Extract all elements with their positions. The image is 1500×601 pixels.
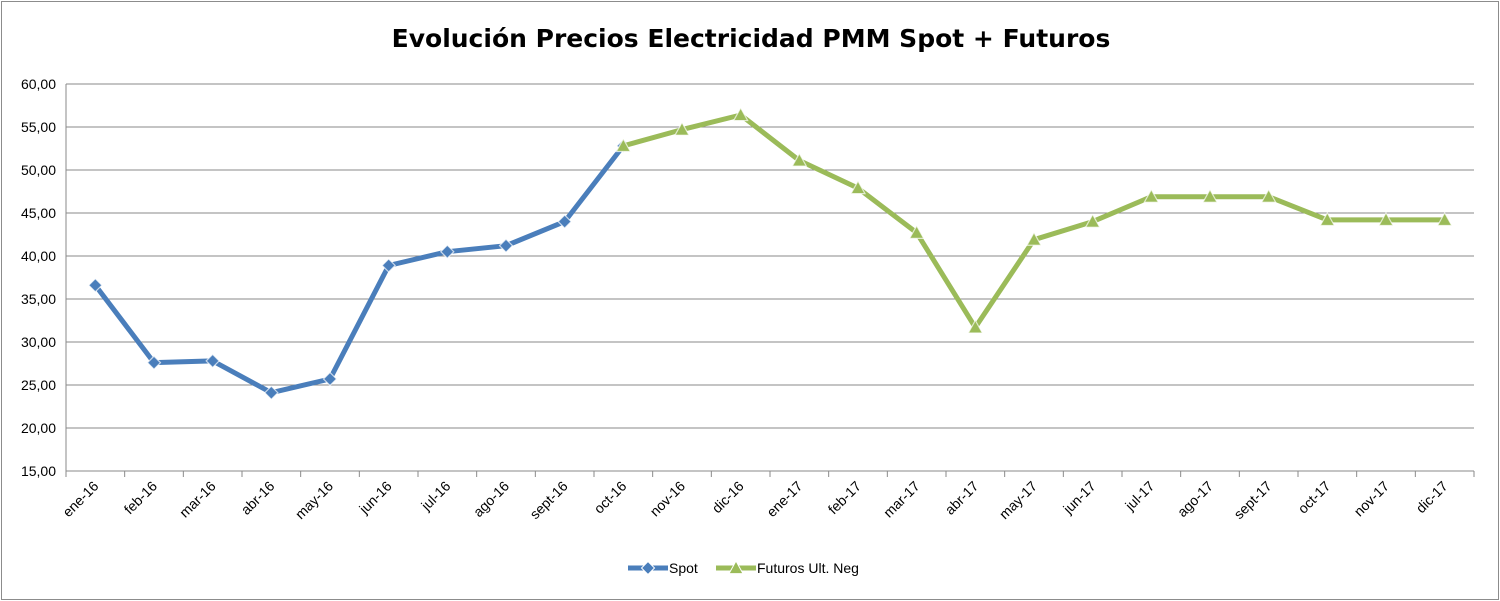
- data-point: [1377, 211, 1395, 227]
- data-point: [967, 319, 984, 334]
- chart-title: Evolución Precios Electricidad PMM Spot …: [391, 24, 1111, 53]
- data-point: [1025, 231, 1043, 246]
- x-tick-label: jul-17: [1121, 478, 1157, 514]
- x-tick-label: nov-17: [1351, 478, 1393, 520]
- y-tick-label: 20,00: [21, 420, 56, 436]
- x-tick-label: feb-16: [121, 478, 161, 518]
- data-point: [908, 224, 925, 239]
- x-tick-label: mar-17: [880, 478, 923, 521]
- series-line-1: [620, 112, 1448, 330]
- x-tick-label: ene-16: [59, 478, 101, 520]
- data-point: [263, 385, 279, 401]
- y-tick-label: 30,00: [21, 334, 56, 350]
- data-point: [1143, 188, 1160, 203]
- data-point: [849, 179, 867, 195]
- gridlines: [65, 83, 1475, 477]
- x-tick-label: oct-16: [591, 478, 630, 517]
- x-tick-label: abr-17: [942, 478, 982, 518]
- data-point: [615, 137, 632, 153]
- data-point: [439, 244, 455, 260]
- y-tick-label: 45,00: [21, 205, 56, 221]
- data-point: [322, 371, 338, 387]
- x-tick-label: jun-16: [355, 478, 395, 518]
- series-line-0: [92, 143, 626, 396]
- legend-marker: [728, 559, 744, 575]
- series-lines: [87, 106, 1453, 401]
- y-tick-label: 50,00: [21, 162, 56, 178]
- y-tick-label: 25,00: [21, 377, 56, 393]
- x-tick-label: jul-16: [417, 478, 453, 514]
- y-tick-label: 35,00: [21, 291, 56, 307]
- x-tick-label: may-16: [292, 478, 336, 522]
- x-tick-label: ago-17: [1174, 478, 1216, 520]
- data-point: [673, 121, 691, 136]
- data-point: [498, 238, 514, 254]
- data-point: [1436, 211, 1453, 227]
- x-tick-label: abr-16: [238, 478, 278, 518]
- x-tick-label: jun-17: [1059, 478, 1099, 518]
- data-point: [1084, 213, 1101, 228]
- data-point: [1201, 188, 1219, 203]
- x-axis-ticks: ene-16 feb-16 mar-16 abr-16 may-16 jun-16 jul-…: [59, 478, 1451, 522]
- y-tick-label: 60,00: [21, 76, 56, 92]
- legend-label: Futuros Ult. Neg: [757, 560, 859, 576]
- x-tick-label: oct-17: [1295, 478, 1334, 517]
- x-tick-label: nov-16: [647, 478, 689, 520]
- data-point: [381, 258, 397, 273]
- x-tick-label: mar-16: [176, 478, 219, 521]
- x-tick-label: sept-16: [526, 478, 570, 522]
- data-point: [557, 214, 573, 229]
- y-tick-label: 40,00: [21, 248, 56, 264]
- x-tick-label: dic-17: [1413, 478, 1451, 516]
- legend-label: Spot: [669, 560, 698, 576]
- x-tick-label: dic-16: [709, 478, 747, 516]
- data-point: [732, 106, 749, 122]
- y-tick-label: 55,00: [21, 119, 56, 135]
- data-point: [791, 152, 808, 167]
- data-point: [146, 355, 162, 370]
- legend: Spot Futuros Ult. Neg: [628, 559, 859, 576]
- x-tick-label: feb-17: [825, 478, 865, 518]
- y-tick-label: 15,00: [21, 463, 56, 479]
- x-tick-label: sept-17: [1230, 478, 1274, 522]
- data-point: [1319, 211, 1336, 227]
- legend-marker: [640, 560, 656, 576]
- x-tick-label: ago-16: [470, 478, 512, 520]
- x-tick-label: may-17: [996, 478, 1040, 522]
- y-axis-ticks: 15,00 20,00 25,00 30,00 35,00 40,00 45,00 50,00…: [21, 76, 56, 479]
- data-point: [205, 353, 221, 369]
- data-point: [1260, 188, 1277, 203]
- data-point: [87, 277, 103, 293]
- x-tick-label: ene-17: [763, 478, 805, 520]
